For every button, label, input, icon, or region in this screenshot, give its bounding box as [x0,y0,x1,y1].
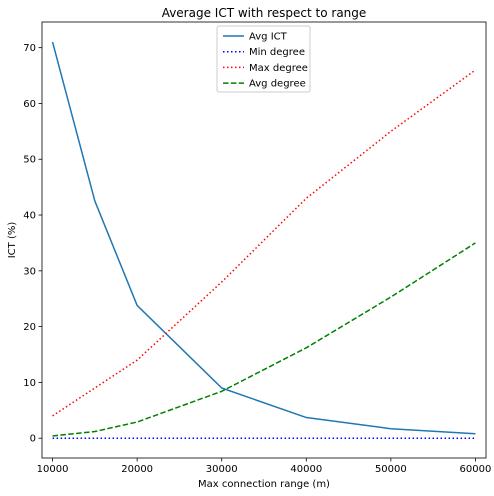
y-tick-label: 60 [23,99,36,110]
chart-title: Average ICT with respect to range [162,6,367,20]
y-axis: 0 10 20 30 40 50 60 70 [23,43,42,445]
y-tick-label: 0 [30,434,36,445]
series-line-max-degree [52,69,476,417]
x-tick-label: 40000 [290,464,322,475]
legend-box [216,25,311,93]
y-tick-label: 50 [23,155,36,166]
legend-label: Min degree [249,47,305,58]
y-tick-label: 70 [23,43,36,54]
y-tick-label: 30 [23,266,36,277]
x-axis: 10000 20000 30000 40000 50000 60000 [37,458,492,475]
legend-label: Avg degree [249,79,306,90]
legend-label: Max degree [249,63,308,74]
x-tick-label: 20000 [121,464,153,475]
y-axis-label: ICT (%) [7,222,18,259]
y-tick-label: 20 [23,322,36,333]
x-tick-label: 50000 [375,464,407,475]
y-tick-label: 10 [23,378,36,389]
x-tick-label: 10000 [37,464,69,475]
plot-frame [41,21,487,459]
series-line-avg-ict [51,41,476,435]
x-tick-label: 60000 [460,464,492,475]
legend: Avg ICT Min degree Max degree Avg degree [216,25,311,93]
y-tick-label: 40 [23,211,36,222]
x-axis-label: Max connection range (m) [198,479,330,490]
legend-label: Avg ICT [249,32,288,43]
series-line-avg-degree [52,242,476,437]
plot-area [51,41,476,439]
x-tick-label: 30000 [206,464,238,475]
